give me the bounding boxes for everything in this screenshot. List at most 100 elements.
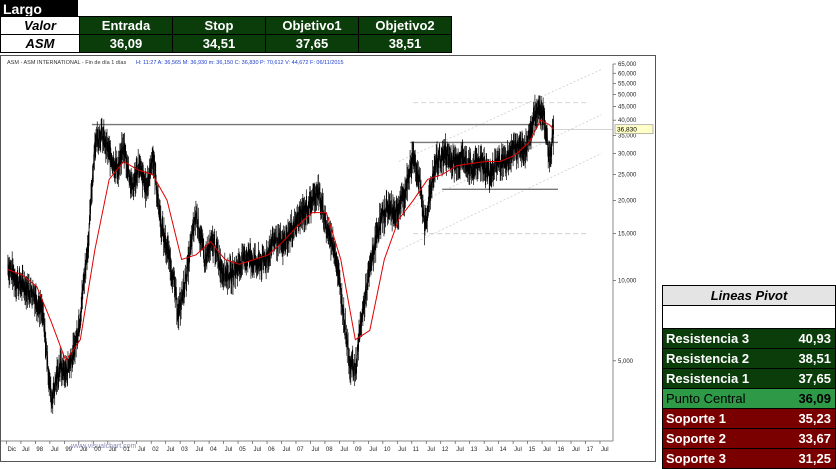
pivot-value: 33,67: [798, 431, 831, 446]
x-tick-label: Jul: [543, 447, 551, 453]
price-series-line: [7, 102, 554, 406]
y-tick-label: 15,000: [618, 232, 637, 238]
x-tick-label: 08: [326, 447, 333, 453]
x-tick-label: Jul: [485, 447, 493, 453]
x-tick-label: Jul: [369, 447, 377, 453]
pivot-label: Soporte 1: [666, 411, 726, 426]
y-tick-label: 45,000: [618, 105, 637, 111]
pivot-value: 40,93: [798, 331, 831, 346]
x-tick-label: Jul: [109, 447, 117, 453]
x-tick-label: 07: [297, 447, 304, 453]
chart-info-values: H: 11:27 A: 36,565 M: 36,930 m: 36,150 C…: [136, 60, 344, 66]
y-tick-label: 50,000: [618, 92, 637, 98]
pivot-row-soporte-2: Soporte 2 33,67: [663, 428, 835, 448]
price-chart-svg: ASM - ASM INTERNATIONAL - Fin de día 1 d…: [1, 56, 655, 461]
x-tick-label: Jul: [282, 447, 290, 453]
pivot-row-punto-central: Punto Central 36,09: [663, 388, 835, 408]
trend-channel-line: [398, 69, 602, 162]
x-tick-label: Jul: [427, 447, 435, 453]
x-tick-label: Jul: [138, 447, 146, 453]
x-tick-label: 01: [123, 447, 130, 453]
x-tick-label: 98: [36, 447, 43, 453]
x-tick-label: Jul: [22, 447, 30, 453]
last-price-box: [614, 124, 654, 135]
pivot-label: Soporte 2: [666, 431, 726, 446]
y-tick-label: 25,000: [618, 173, 637, 179]
col-header-objetivo1: Objetivo1: [265, 16, 359, 35]
x-tick-label: 09: [355, 447, 362, 453]
col-header-stop: Stop: [172, 16, 266, 35]
x-tick-label: Jul: [398, 447, 406, 453]
trade-levels-value-row: ASM 36,09 34,51 37,65 38,51: [0, 34, 452, 53]
x-tick-label: Jul: [80, 447, 88, 453]
price-chart[interactable]: ASM - ASM INTERNATIONAL - Fin de día 1 d…: [0, 55, 656, 462]
x-tick-label: 03: [181, 447, 188, 453]
pivot-value: 37,65: [798, 371, 831, 386]
pivot-row-resistencia-3: Resistencia 3 40,93: [663, 328, 835, 348]
trade-direction-title: Largo: [0, 0, 78, 18]
x-tick-label: 10: [384, 447, 391, 453]
chart-info-line: ASM - ASM INTERNATIONAL - Fin de día 1 d…: [7, 60, 126, 66]
last-price-label: 36,830: [617, 127, 637, 134]
x-tick-label: 17: [586, 447, 593, 453]
y-tick-label: 60,000: [618, 71, 637, 77]
x-tick-label: 05: [239, 447, 246, 453]
x-tick-label: Jul: [225, 447, 233, 453]
objetivo2-value: 38,51: [358, 34, 452, 53]
moving-average-line: [7, 119, 554, 362]
y-tick-label: 55,000: [618, 81, 637, 87]
pivot-row-resistencia-1: Resistencia 1 37,65: [663, 368, 835, 388]
stop-value: 34,51: [172, 34, 266, 53]
pivot-row-soporte-3: Soporte 3 31,25: [663, 448, 835, 468]
x-tick-label: 13: [471, 447, 478, 453]
x-tick-label: 15: [529, 447, 536, 453]
y-tick-label: 40,000: [618, 118, 637, 124]
x-tick-label: 12: [442, 447, 449, 453]
x-tick-label: Jul: [311, 447, 319, 453]
trade-levels-table: Valor Entrada Stop Objetivo1 Objetivo2 A…: [0, 16, 452, 53]
watermark: www.visualchart.com: [70, 443, 137, 450]
x-tick-label: Jul: [601, 447, 609, 453]
y-tick-label: 35,000: [618, 134, 637, 140]
y-tick-label: 20,000: [618, 198, 637, 204]
pivot-label: Punto Central: [666, 391, 746, 406]
pivot-row-soporte-1: Soporte 1 35,23: [663, 408, 835, 428]
x-tick-label: Jul: [456, 447, 464, 453]
x-tick-label: Jul: [572, 447, 580, 453]
x-tick-label: 06: [268, 447, 275, 453]
col-header-entrada: Entrada: [79, 16, 173, 35]
x-tick-label: 04: [210, 447, 217, 453]
col-header-objetivo2: Objetivo2: [358, 16, 452, 35]
pivot-label: Resistencia 2: [666, 351, 750, 366]
pivot-label: Resistencia 3: [666, 331, 750, 346]
pivot-value: 36,09: [798, 391, 831, 406]
pivot-value: 31,25: [798, 451, 831, 466]
x-tick-label: Jul: [196, 447, 204, 453]
x-tick-label: 99: [65, 447, 72, 453]
x-tick-label: Jul: [340, 447, 348, 453]
pivot-lines-panel: Lineas Pivot Resistencia 3 40,93 Resiste…: [662, 285, 836, 469]
x-tick-label: Dic: [7, 447, 16, 453]
x-tick-label: 14: [500, 447, 507, 453]
pivot-label: Resistencia 1: [666, 371, 750, 386]
x-tick-label: Jul: [51, 447, 59, 453]
row-label-ticker: ASM: [0, 34, 80, 53]
pivot-label: Soporte 3: [666, 451, 726, 466]
x-tick-label: 02: [152, 447, 159, 453]
chart-background: [1, 56, 655, 461]
pivot-value: 38,51: [798, 351, 831, 366]
y-tick-label: 65,000: [618, 62, 637, 68]
x-tick-label: Jul: [167, 447, 175, 453]
pivot-row-resistencia-2: Resistencia 2 38,51: [663, 348, 835, 368]
objetivo1-value: 37,65: [265, 34, 359, 53]
trade-levels-header-row: Valor Entrada Stop Objetivo1 Objetivo2: [0, 16, 452, 35]
x-tick-label: 00: [94, 447, 101, 453]
y-tick-label: 10,000: [618, 279, 637, 285]
pivot-value: 35,23: [798, 411, 831, 426]
x-tick-label: 16: [558, 447, 565, 453]
pivot-spacer: [663, 306, 835, 328]
row-label-valor: Valor: [0, 16, 80, 35]
y-tick-label: 5,000: [618, 359, 634, 365]
trend-channel-line: [398, 153, 602, 251]
entrada-value: 36,09: [79, 34, 173, 53]
